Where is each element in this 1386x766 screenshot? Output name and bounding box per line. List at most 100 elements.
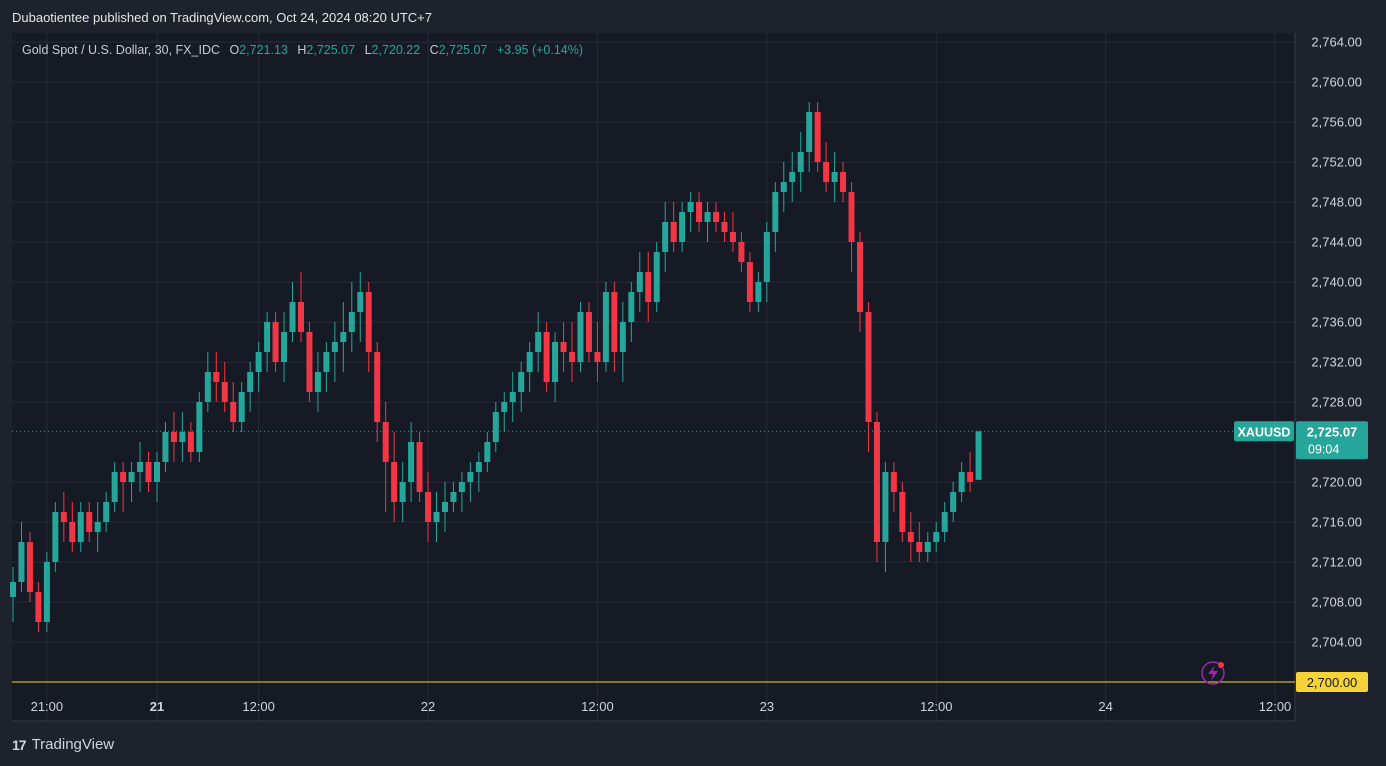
candle-body[interactable] — [687, 202, 694, 212]
candle-body[interactable] — [746, 262, 753, 302]
candle-body[interactable] — [475, 462, 482, 472]
candle-body[interactable] — [552, 342, 559, 382]
candle-body[interactable] — [526, 352, 533, 372]
candle-body[interactable] — [458, 482, 465, 492]
candle-body[interactable] — [882, 472, 889, 542]
candle-body[interactable] — [950, 492, 957, 512]
candle-body[interactable] — [272, 322, 279, 362]
candle-body[interactable] — [585, 312, 592, 352]
candle-body[interactable] — [153, 462, 160, 482]
candle-body[interactable] — [916, 542, 923, 552]
candle-body[interactable] — [696, 202, 703, 222]
candle-body[interactable] — [933, 532, 940, 542]
candle-body[interactable] — [162, 432, 169, 462]
candle-body[interactable] — [501, 402, 508, 412]
candle-body[interactable] — [509, 392, 516, 402]
candle-body[interactable] — [264, 322, 271, 352]
candle-body[interactable] — [340, 332, 347, 342]
candle-body[interactable] — [425, 492, 432, 522]
candle-body[interactable] — [602, 292, 609, 362]
candle-body[interactable] — [899, 492, 906, 532]
candle-body[interactable] — [467, 472, 474, 482]
candle-body[interactable] — [391, 462, 398, 502]
candle-body[interactable] — [729, 232, 736, 242]
candle-body[interactable] — [230, 402, 237, 422]
candle-body[interactable] — [348, 312, 355, 332]
candle-body[interactable] — [43, 562, 50, 622]
candle-body[interactable] — [628, 292, 635, 322]
candle-body[interactable] — [120, 472, 127, 482]
candle-body[interactable] — [619, 322, 626, 352]
candle-body[interactable] — [196, 402, 203, 452]
candle-body[interactable] — [755, 282, 762, 302]
candle-body[interactable] — [653, 252, 660, 302]
candle-body[interactable] — [738, 242, 745, 262]
chart-pane[interactable] — [12, 33, 1295, 721]
candle-body[interactable] — [535, 332, 542, 352]
candle-body[interactable] — [26, 542, 33, 592]
candle-body[interactable] — [365, 292, 372, 352]
candle-body[interactable] — [213, 372, 220, 382]
tradingview-brand[interactable]: 17 TradingView — [12, 736, 114, 753]
candle-body[interactable] — [255, 352, 262, 372]
candle-body[interactable] — [382, 422, 389, 462]
candle-body[interactable] — [306, 332, 313, 392]
candle-body[interactable] — [86, 512, 93, 532]
candle-body[interactable] — [848, 192, 855, 242]
candle-body[interactable] — [331, 342, 338, 352]
candle-body[interactable] — [111, 472, 118, 502]
candle-body[interactable] — [636, 272, 643, 292]
candle-body[interactable] — [857, 242, 863, 312]
candle-body[interactable] — [128, 472, 135, 482]
candle-body[interactable] — [611, 292, 618, 352]
candle-body[interactable] — [170, 432, 177, 442]
candle-body[interactable] — [560, 342, 567, 352]
candle-body[interactable] — [94, 522, 101, 532]
candle-body[interactable] — [873, 422, 880, 542]
candle-body[interactable] — [323, 352, 330, 372]
candle-body[interactable] — [772, 192, 779, 232]
candle-body[interactable] — [670, 222, 677, 242]
candle-body[interactable] — [840, 172, 847, 192]
candle-body[interactable] — [569, 352, 576, 362]
candle-body[interactable] — [187, 432, 194, 452]
candle-body[interactable] — [823, 162, 830, 182]
candle-body[interactable] — [704, 212, 711, 222]
candle-body[interactable] — [865, 312, 872, 422]
candle-body[interactable] — [103, 502, 110, 522]
candle-body[interactable] — [357, 292, 364, 312]
candle-body[interactable] — [975, 431, 982, 480]
candle-body[interactable] — [941, 512, 948, 532]
candle-body[interactable] — [297, 302, 304, 332]
candle-body[interactable] — [662, 222, 669, 252]
candle-body[interactable] — [35, 592, 42, 622]
candle-body[interactable] — [408, 442, 415, 482]
candle-body[interactable] — [52, 512, 59, 562]
candle-body[interactable] — [433, 512, 440, 522]
candle-body[interactable] — [890, 472, 897, 492]
candle-body[interactable] — [145, 462, 152, 482]
candle-body[interactable] — [780, 182, 787, 192]
candle-body[interactable] — [484, 442, 491, 462]
candle-body[interactable] — [721, 222, 728, 232]
candle-body[interactable] — [69, 522, 76, 542]
candle-body[interactable] — [831, 172, 838, 182]
candle-body[interactable] — [238, 392, 245, 422]
candle-body[interactable] — [492, 412, 499, 442]
candle-body[interactable] — [374, 352, 381, 422]
candle-body[interactable] — [204, 372, 211, 402]
lightning-alert-icon[interactable] — [1201, 661, 1225, 685]
candle-body[interactable] — [907, 532, 914, 542]
candle-body[interactable] — [924, 542, 931, 552]
candle-body[interactable] — [77, 512, 84, 542]
candle-body[interactable] — [289, 302, 296, 332]
candle-body[interactable] — [789, 172, 796, 182]
candle-body[interactable] — [967, 472, 974, 482]
candle-body[interactable] — [450, 492, 457, 502]
candle-body[interactable] — [577, 312, 584, 362]
candle-body[interactable] — [247, 372, 254, 392]
candle-body[interactable] — [18, 542, 25, 582]
candle-body[interactable] — [221, 382, 228, 402]
candle-body[interactable] — [958, 472, 965, 492]
